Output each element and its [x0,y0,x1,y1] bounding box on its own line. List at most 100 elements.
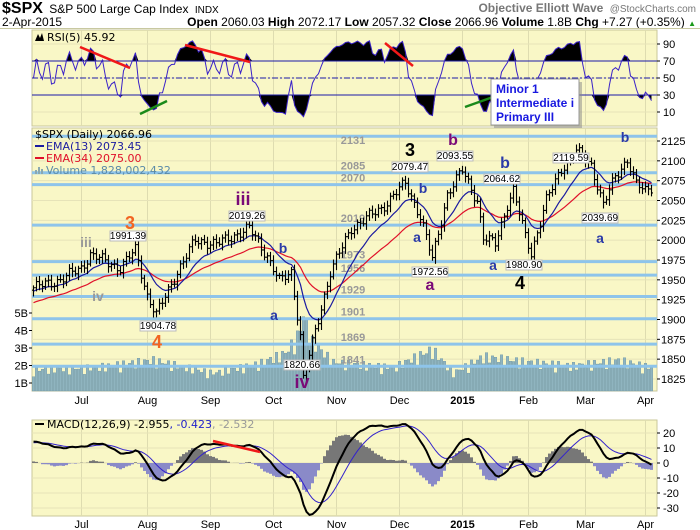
macd-histogram-bar [302,463,305,490]
macd-histogram-bar [524,463,527,465]
macd-histogram-bar [443,463,446,471]
volume-bar [109,365,113,392]
volume-bar [431,359,435,392]
wave-label: 4 [152,332,162,352]
volume-bar [145,359,149,392]
price-bar [377,204,380,218]
volume-bar [362,361,366,392]
volume-bar [650,367,654,392]
rsi-divergence-line [384,42,414,67]
macd-histogram-bar [461,450,464,463]
macd-histogram-bar [128,463,131,466]
price-bar [392,190,395,200]
price-tick-label: 2000 [661,235,685,247]
macd-histogram-bar [593,463,596,467]
moving-averages [33,166,652,321]
wave-label: a [489,257,497,273]
price-bar [518,196,521,222]
macd-histogram-bar [602,463,605,478]
macd-histogram-bar [293,463,296,474]
price-bar [197,236,200,249]
macd-histogram-bar [50,463,53,466]
price-label-box [283,359,321,371]
volume-tick-label: 4B [15,326,28,338]
open-label: Open [187,15,218,29]
volume-bar [103,371,107,392]
wave-label: iv [92,288,104,304]
macd-histogram-bar [497,463,500,479]
volume-bar [220,375,224,392]
volume-bar [614,359,618,392]
macd-histogram-bar [116,463,119,469]
price-bar [353,224,356,239]
macd-histogram-bar [371,450,374,463]
macd-histogram-bar [323,456,326,463]
symbol: $SPX [2,0,43,17]
volume-label: Volume [502,15,545,29]
copyright: @StockCharts.com [610,4,696,15]
price-bar [56,275,59,293]
volume-bar [563,364,567,392]
volume-bar [368,363,372,392]
volume-bar [491,355,495,392]
macd-histogram-bar [404,460,407,463]
macd-histogram-bar [158,463,161,479]
volume-bar [485,352,489,392]
price-bar [194,234,197,246]
volume-bar [494,357,498,392]
price-bar [254,230,257,242]
svg-text:Objective Elliott Wave @: Objective Elliott Wave @StockCharts.com [478,1,696,15]
volume-bar [142,359,146,392]
volume-bar [178,365,182,392]
price-bar [101,249,104,264]
volume-bar [356,362,360,392]
price-label-box [139,320,177,332]
macd-histogram-bar [596,463,599,471]
price-bar [266,252,269,263]
macd-histogram-bar [65,463,68,466]
macd-histogram-bar [473,461,476,463]
price-bar [524,217,527,239]
macd-histogram-bar [137,463,140,464]
macd-histogram-bar [284,463,287,477]
volume-bar [35,366,39,392]
macd-histogram-bar [392,460,395,463]
volume-bar [428,346,432,392]
volume-bar [326,351,330,392]
macd-indicator [32,423,653,517]
price-bar [260,233,263,257]
volume-bar [599,363,603,392]
x-tick-label: Jul [74,519,88,530]
macd-histogram-bar [353,438,356,463]
macd-histogram-bar [644,463,647,469]
volume-bar [223,367,227,392]
price-bar [563,164,566,180]
index-name: S&P 500 Large Cap Index [49,2,188,16]
price-bar [263,244,266,261]
macd-histogram-bar [329,445,332,463]
volume-bar [275,352,279,392]
rsi-tick-label: 90 [663,39,675,51]
price-bar [191,235,194,254]
macd-histogram-bar [458,450,461,463]
price-label-box [483,173,521,185]
price-bar [128,251,131,263]
volume-bar [175,368,179,392]
volume-bar [467,372,471,392]
volume-bar [247,366,251,392]
macd-histogram-bar [152,463,155,480]
price-bar [494,233,497,252]
price-bar [215,234,218,249]
macd-histogram-bar [326,450,329,463]
macd-histogram-bar [365,447,368,463]
volume-bar [115,361,119,392]
wave-label: a [596,230,604,246]
price-bar [383,202,386,217]
macd-histogram-bar [131,463,134,465]
low-value: 2057.32 [372,15,416,29]
price-bar [500,217,503,240]
volume-bar [500,354,504,392]
macd-histogram-bar [482,463,485,476]
macd-histogram-bar [626,461,629,463]
